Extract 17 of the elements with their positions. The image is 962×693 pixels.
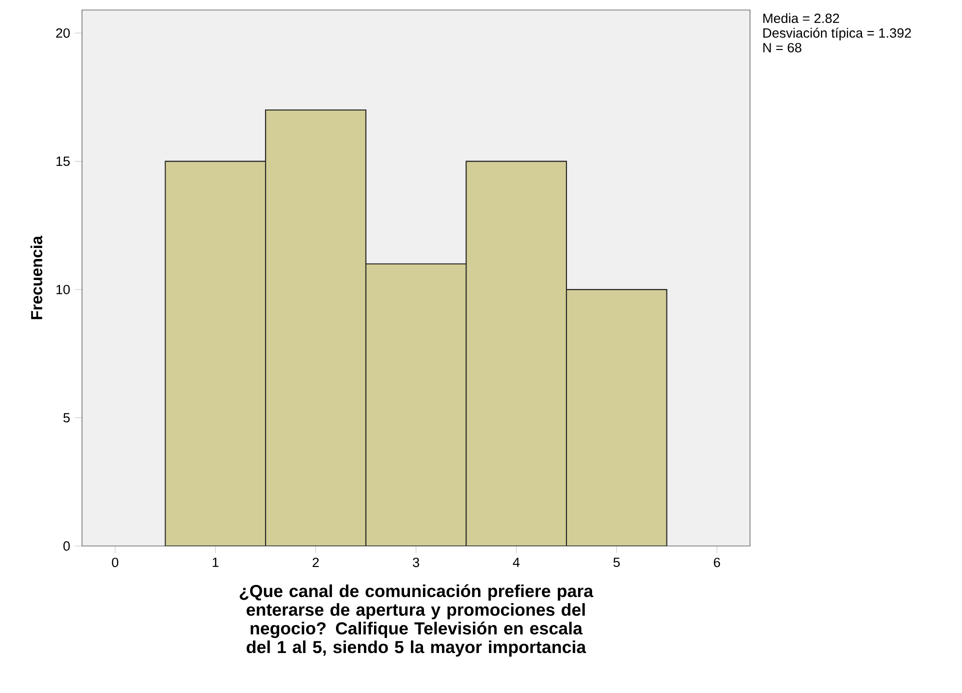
y-tick-label: 5 [63,413,70,422]
x-axis-title: ¿Que canal de comunicación prefiere para enterarse de apertura y promociones del negocio? Califique Televisión en escala del 1 al 5, siendo 5 la mayor importancia [240,584,594,657]
text: Desviación típica = 1.392 [763,28,911,40]
x-tick-label: 4 [512,558,520,567]
x-tick-label: 2 [312,558,319,568]
x-tick-label: 0 [112,558,118,568]
text: Media = 2.82 [763,13,840,24]
y-tick-label: 20 [56,28,70,38]
text: N = 68 [763,42,802,52]
y-axis-title: Frecuencia [30,236,42,320]
x-tick-label: 1 [212,558,218,567]
x-tick-label: 6 [714,558,720,568]
y-tick-label: 10 [56,284,70,294]
y-tick-label: 15 [56,156,70,166]
x-tick-label: 5 [613,558,620,568]
x-tick-label: 3 [412,558,420,568]
y-tick-label: 0 [63,541,70,551]
